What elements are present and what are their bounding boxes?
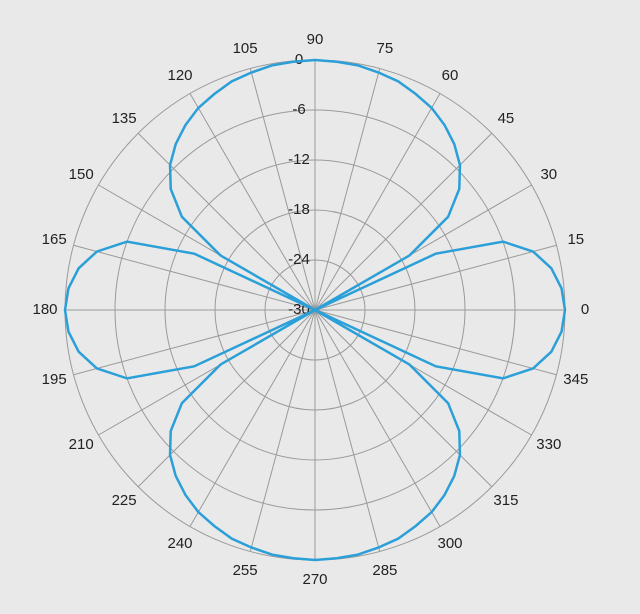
radial-tick-label: -12 [288, 151, 310, 168]
angle-tick-label: 0 [581, 301, 589, 318]
angle-tick-label: 120 [167, 67, 192, 84]
radial-tick-label: -24 [288, 251, 310, 268]
grid-spoke [314, 68, 381, 311]
angle-tick-label: 330 [536, 436, 561, 453]
angle-tick-label: 15 [567, 231, 584, 248]
grid-spoke [249, 68, 316, 311]
grid-ring [164, 159, 466, 461]
radial-tick-label: 0 [295, 51, 303, 68]
angle-tick-label: 300 [437, 535, 462, 552]
radial-tick-label: -18 [288, 201, 310, 218]
angle-tick-label: 240 [167, 535, 192, 552]
grid-spoke [314, 309, 441, 527]
angle-tick-label: 315 [493, 492, 518, 509]
grid-ring [114, 109, 516, 511]
angle-tick-label: 270 [302, 571, 327, 588]
grid-spoke [189, 309, 316, 527]
grid-spoke [314, 309, 557, 376]
grid-spoke [314, 309, 381, 552]
data-line [63, 58, 567, 562]
grid-spoke [314, 132, 493, 311]
angle-tick-label: 30 [540, 166, 557, 183]
angle-tick-label: 180 [32, 301, 57, 318]
grid-ring [214, 209, 416, 411]
radial-tick-label: -6 [292, 101, 305, 118]
grid-spoke [137, 309, 316, 488]
grid-spoke [314, 244, 557, 311]
grid-spoke [189, 93, 316, 311]
angle-tick-label: 195 [42, 371, 67, 388]
grid-ring [264, 259, 366, 361]
angle-tick-label: 75 [377, 40, 394, 57]
angle-tick-label: 45 [498, 110, 515, 127]
angle-tick-label: 165 [42, 231, 67, 248]
angle-tick-label: 345 [563, 371, 588, 388]
angle-tick-label: 60 [442, 67, 459, 84]
angle-tick-label: 150 [69, 166, 94, 183]
grid-spoke [314, 309, 493, 488]
angle-tick-label: 255 [233, 562, 258, 579]
grid-spoke [314, 93, 441, 311]
grid-spoke [249, 309, 316, 552]
angle-tick-label: 285 [372, 562, 397, 579]
angle-tick-label: 225 [112, 492, 137, 509]
angle-tick-label: 105 [233, 40, 258, 57]
angle-tick-label: 210 [69, 436, 94, 453]
grid-spoke [137, 132, 316, 311]
grid-spoke [73, 244, 316, 311]
grid-spoke [73, 309, 316, 376]
angle-tick-label: 90 [307, 31, 324, 48]
angle-tick-label: 135 [112, 110, 137, 127]
